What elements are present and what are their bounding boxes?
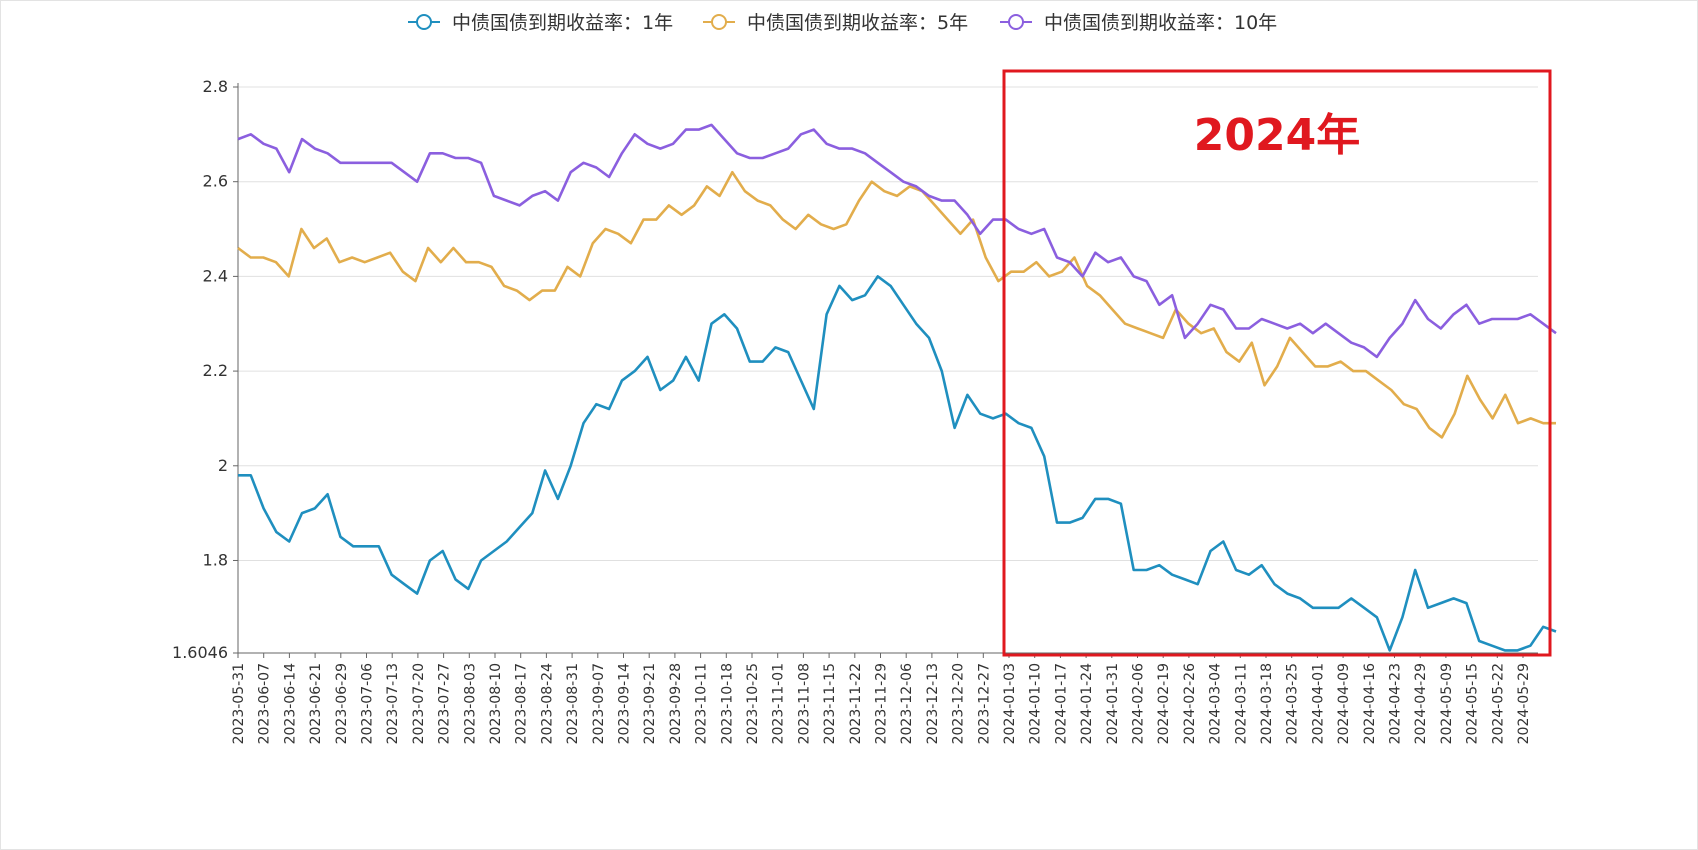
x-tick-label: 2023-10-25 [745,663,761,744]
x-tick-label: 2024-03-25 [1285,663,1301,744]
y-tick-label: 2.8 [203,77,228,96]
x-tick-label: 2023-12-06 [899,663,915,744]
y-tick-label: 2 [218,456,228,475]
x-tick-label: 2023-06-21 [308,663,324,744]
x-tick-label: 2024-02-06 [1131,663,1147,744]
x-tick-label: 2023-09-21 [642,663,658,744]
y-tick-label: 2.2 [203,361,228,380]
highlight-box [1002,69,1552,657]
x-tick-label: 2024-05-15 [1465,663,1481,744]
x-tick-label: 2023-08-10 [488,663,504,744]
x-tick-label: 2024-01-31 [1105,663,1121,744]
x-tick-label: 2024-02-19 [1156,663,1172,744]
x-tick-label: 2023-06-14 [282,663,298,744]
x-tick-label: 2023-12-27 [976,663,992,744]
legend-marker-2 [711,14,727,30]
y-tick-label: 2.4 [203,266,228,285]
x-tick-label: 2023-11-01 [771,663,787,744]
y-tick-label: 1.6046 [172,643,228,662]
y-tick-label: 1.8 [203,550,228,569]
x-tick-label: 2023-11-29 [874,663,890,744]
x-tick-label: 2023-09-28 [668,663,684,744]
x-tick-label: 2024-03-04 [1208,663,1224,744]
x-tick-label: 2024-04-23 [1388,663,1404,744]
x-tick-label: 2023-06-29 [334,663,350,744]
series-lines [237,123,1557,652]
x-tick-label: 2023-11-15 [822,663,838,744]
x-tick-label: 2023-06-07 [257,663,273,744]
x-tick-label: 2024-01-03 [1002,663,1018,744]
series-line-1 [238,275,1557,652]
x-tick-label: 2024-05-09 [1439,663,1455,744]
x-tick-label: 2023-07-06 [360,663,376,744]
x-tick-label: 2024-05-22 [1490,663,1506,744]
x-tick-label: 2023-11-22 [848,663,864,744]
x-tick-label: 2023-12-20 [951,663,967,744]
x-tick-label: 2024-03-11 [1233,663,1249,744]
x-tick-label: 2024-02-26 [1182,663,1198,744]
x-tick-label: 2023-07-27 [437,663,453,744]
x-tick-label: 2023-10-18 [719,663,735,744]
x-tick-label: 2023-08-03 [462,663,478,744]
x-tick-label: 2024-05-29 [1516,663,1532,744]
x-tick-label: 2024-01-10 [1028,663,1044,744]
y-tick-label: 2.6 [203,172,228,191]
legend-label-2: 中债国债到期收益率：5年 [747,12,968,34]
x-tick-label: 2024-01-24 [1079,663,1095,744]
x-tick-label: 2023-07-13 [385,663,401,744]
x-tick-label: 2023-07-20 [411,663,427,744]
annotation-2024: 2024年 [1002,69,1552,657]
x-tick-label: 2024-04-29 [1413,663,1429,744]
x-tick-label: 2023-12-13 [925,663,941,744]
x-tick-label: 2024-04-09 [1336,663,1352,744]
x-tick-label: 2023-11-08 [796,663,812,744]
series-line-2 [237,170,1556,439]
x-tick-label: 2023-08-17 [514,663,530,744]
legend-label-3: 中债国债到期收益率：10年 [1044,12,1277,34]
x-tick-label: 2024-04-16 [1362,663,1378,744]
legend-marker-3 [1008,14,1024,30]
legend: 中债国债到期收益率：1年 中债国债到期收益率：5年 中债国债到期收益率：10年 [408,12,1277,34]
x-tick-label: 2023-09-14 [617,663,633,744]
legend-label-1: 中债国债到期收益率：1年 [452,12,673,34]
series-line-3 [237,123,1557,359]
x-tick-label: 2023-08-24 [539,663,555,744]
x-tick-label: 2024-01-17 [1053,663,1069,744]
x-tick-label: 2023-09-07 [591,663,607,744]
x-tick-label: 2023-10-11 [694,663,710,744]
x-tick-label: 2024-03-18 [1259,663,1275,744]
grid-lines [238,86,1538,561]
annotation-label: 2024年 [1194,110,1360,161]
x-axis: 2023-05-31 2023-06-07 2023-06-14 2023-06-21… [231,652,1538,744]
x-tick-label: 2023-05-31 [231,663,247,744]
legend-marker-1 [416,14,432,30]
x-tick-label: 2024-04-01 [1310,663,1326,744]
x-tick-label: 2023-08-31 [565,663,581,744]
y-axis: 1.6046 1.8 2 2.2 2.4 2.6 2.8 [172,77,239,662]
